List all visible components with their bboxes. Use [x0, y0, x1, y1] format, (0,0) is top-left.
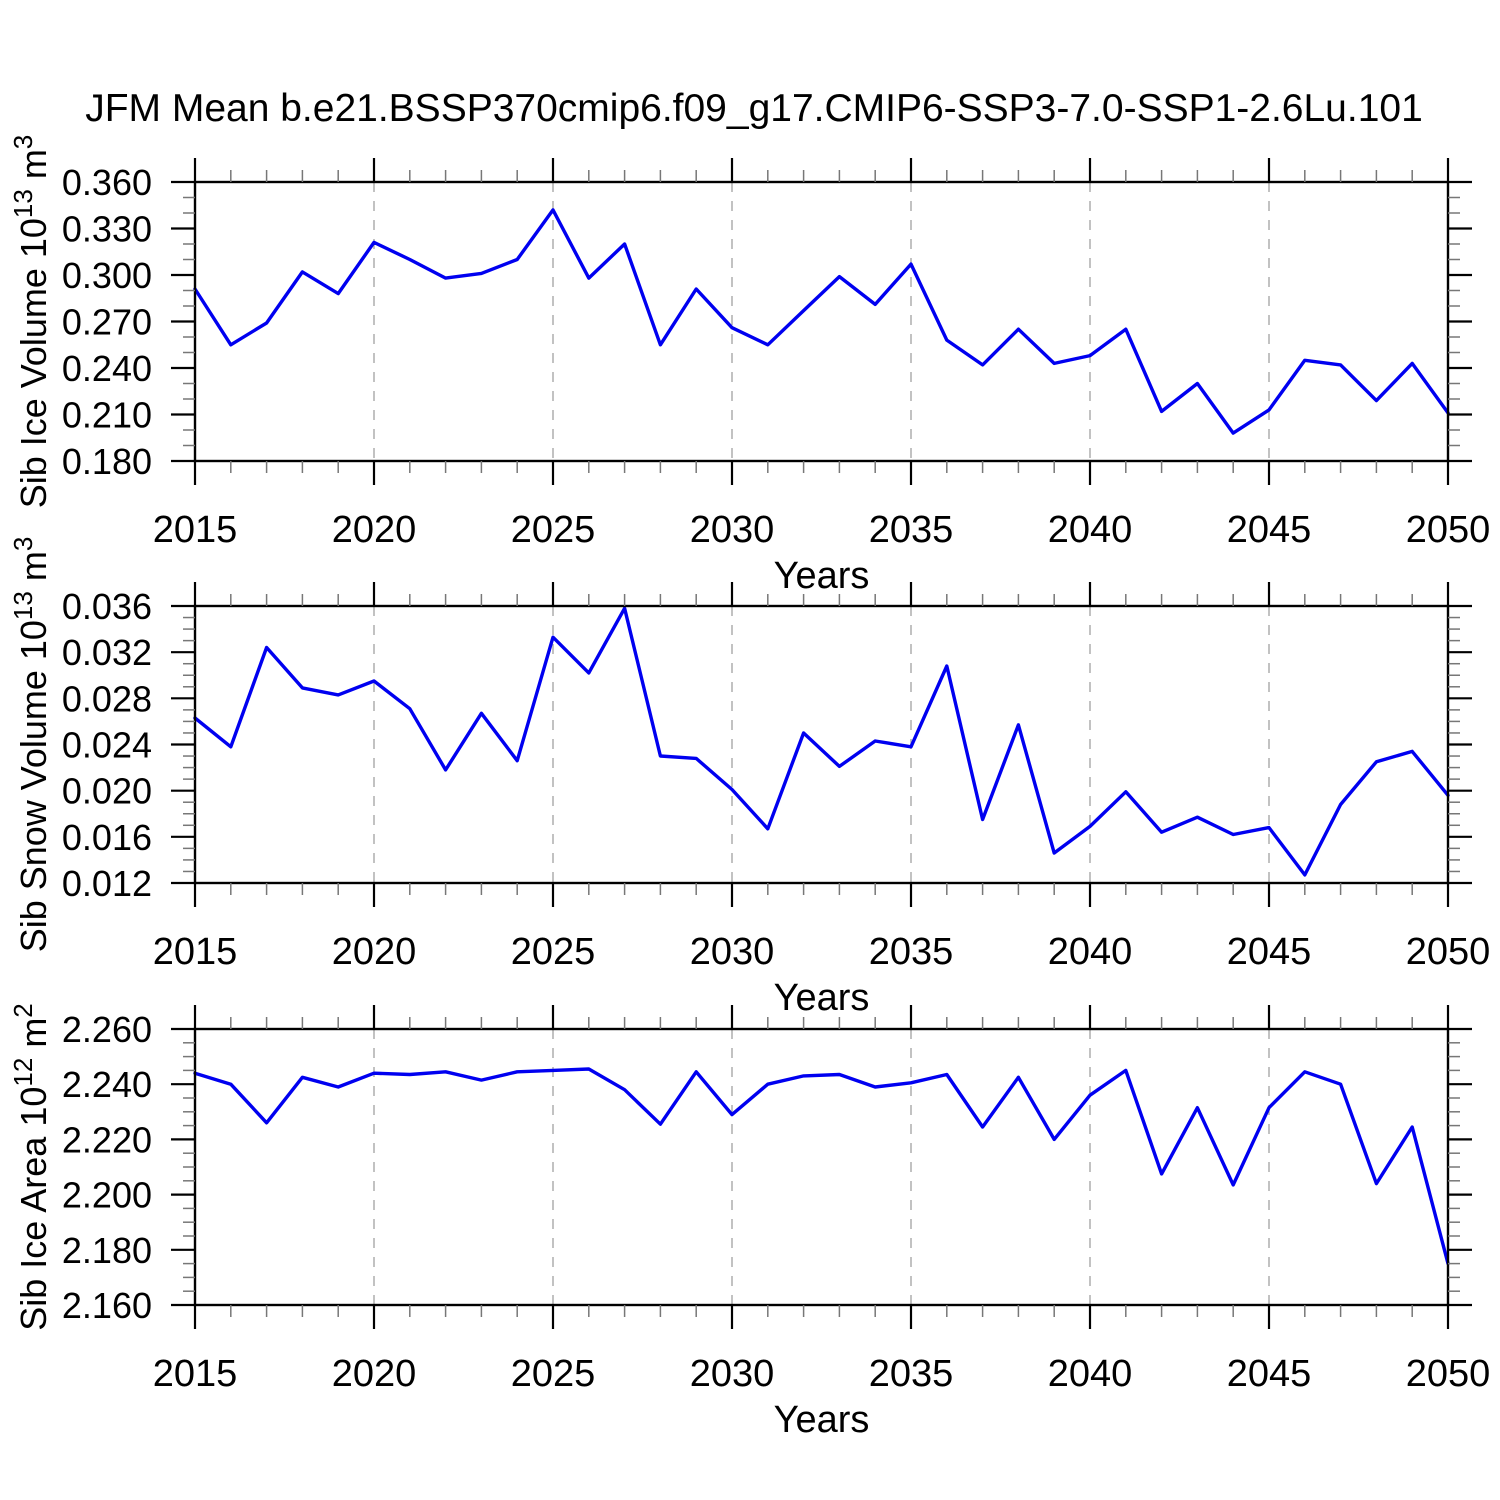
- y-tick-label: 0.024: [62, 725, 152, 766]
- x-tick-label: 2040: [1048, 1353, 1133, 1395]
- sib-ice-area-panel: 2.160 2.180 2.200 2.220 2.240 2.260 2015 2020 20…: [8, 1003, 1490, 1441]
- y-tick-label: 0.020: [62, 771, 152, 812]
- sib-ice-area-line: [193, 1067, 1450, 1266]
- minor-ticks: [183, 170, 1460, 473]
- y-tick-label: 0.270: [62, 302, 152, 343]
- y-tick-label: 2.200: [62, 1175, 152, 1216]
- x-tick-label: 2040: [1048, 931, 1133, 973]
- y-tick-label: 0.016: [62, 817, 152, 858]
- y-tick-label: 0.360: [62, 162, 152, 203]
- x-tick-label: 2035: [869, 1353, 954, 1395]
- x-tick-label: 2025: [511, 931, 596, 973]
- gridlines: [373, 182, 1270, 461]
- minor-ticks: [183, 594, 1460, 895]
- x-tick-label: 2045: [1227, 509, 1312, 551]
- x-tick-label: 2050: [1406, 931, 1491, 973]
- x-tick-label: 2050: [1406, 1353, 1491, 1395]
- x-axis-title: Years: [774, 555, 870, 597]
- y-tick-label: 2.160: [62, 1285, 152, 1326]
- x-tick-label: 2020: [332, 509, 417, 551]
- axis-labels: 0.180 0.210 0.240 0.270 0.300 0.330 0.360 2015 2…: [8, 135, 1490, 597]
- y-tick-label: 0.180: [62, 441, 152, 482]
- axis-labels: 2.160 2.180 2.200 2.220 2.240 2.260 2015 2020 20…: [8, 1003, 1490, 1441]
- sib-snow-volume-line: [193, 606, 1450, 877]
- y-tick-label: 0.300: [62, 255, 152, 296]
- x-tick-label: 2035: [869, 931, 954, 973]
- y-tick-label: 0.012: [62, 863, 152, 904]
- chart-title: JFM Mean b.e21.BSSP370cmip6.f09_g17.CMIP…: [85, 87, 1423, 130]
- x-tick-label: 2030: [690, 509, 775, 551]
- axis-labels: 0.012 0.016 0.020 0.024 0.028 0.032 0.036 2015 2…: [8, 537, 1490, 1019]
- y-tick-label: 2.180: [62, 1230, 152, 1271]
- y-axis-title: Sib Ice Volume 1013 m3: [8, 135, 54, 509]
- gridlines: [373, 606, 1270, 883]
- plot-border: [193, 604, 1450, 885]
- x-tick-label: 2020: [332, 1353, 417, 1395]
- x-tick-label: 2015: [153, 1353, 238, 1395]
- major-ticks: [171, 582, 1472, 907]
- y-tick-label: 0.330: [62, 209, 152, 250]
- minor-ticks: [183, 1017, 1460, 1317]
- major-ticks: [171, 158, 1472, 485]
- x-tick-label: 2025: [511, 1353, 596, 1395]
- x-tick-label: 2015: [153, 931, 238, 973]
- sib-snow-volume-panel: 0.012 0.016 0.020 0.024 0.028 0.032 0.036 2015 2…: [8, 537, 1490, 1019]
- x-axis-title: Years: [774, 977, 870, 1019]
- x-tick-label: 2025: [511, 509, 596, 551]
- sib-ice-volume-panel: 0.180 0.210 0.240 0.270 0.300 0.330 0.360 2015 2…: [8, 135, 1490, 597]
- y-tick-label: 0.210: [62, 395, 152, 436]
- x-tick-label: 2050: [1406, 509, 1491, 551]
- x-tick-label: 2030: [690, 1353, 775, 1395]
- y-axis-title: Sib Ice Area 1012 m2: [8, 1003, 54, 1331]
- x-tick-label: 2045: [1227, 1353, 1312, 1395]
- x-tick-label: 2035: [869, 509, 954, 551]
- y-tick-label: 0.240: [62, 348, 152, 389]
- x-tick-label: 2030: [690, 931, 775, 973]
- major-ticks: [171, 1005, 1472, 1329]
- y-axis-title: Sib Snow Volume 1013 m3: [8, 537, 54, 953]
- x-tick-label: 2020: [332, 931, 417, 973]
- plot-border: [193, 180, 1450, 463]
- plot-border: [193, 1027, 1450, 1307]
- gridlines: [373, 1029, 1270, 1305]
- x-tick-label: 2040: [1048, 509, 1133, 551]
- y-tick-label: 2.260: [62, 1009, 152, 1050]
- x-tick-label: 2045: [1227, 931, 1312, 973]
- sib-ice-volume-line: [193, 208, 1450, 435]
- y-tick-label: 2.240: [62, 1064, 152, 1105]
- x-axis-title: Years: [774, 1399, 870, 1441]
- x-tick-label: 2015: [153, 509, 238, 551]
- y-tick-label: 0.032: [62, 632, 152, 673]
- y-tick-label: 0.036: [62, 586, 152, 627]
- y-tick-label: 0.028: [62, 678, 152, 719]
- y-tick-label: 2.220: [62, 1119, 152, 1160]
